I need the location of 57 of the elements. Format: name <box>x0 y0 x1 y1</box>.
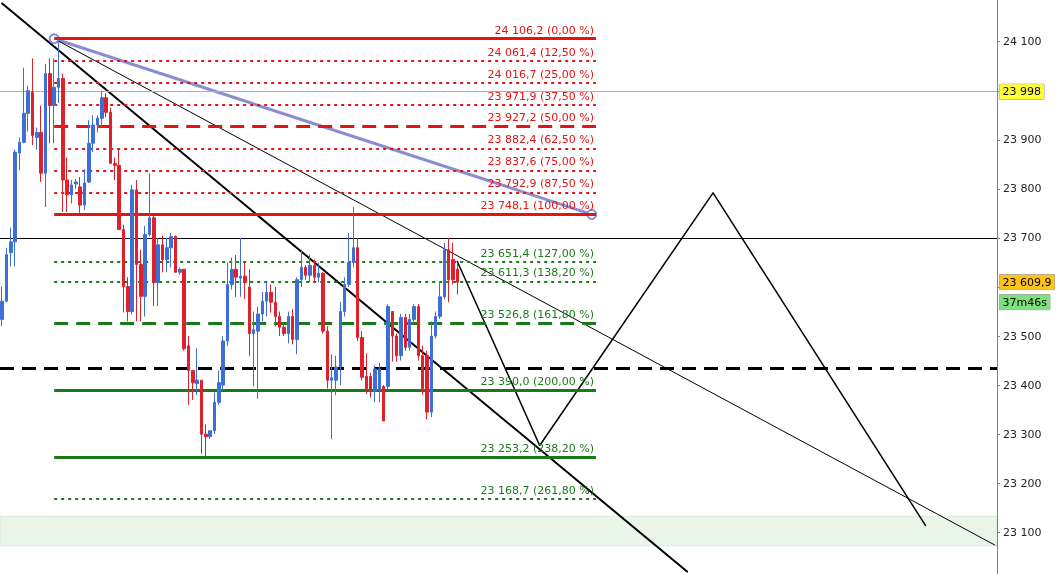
ref-line-label: 23 971,9 (37,50 %) <box>487 89 595 103</box>
y-tick-label: 23 200 <box>1003 476 1042 490</box>
candlestick <box>317 261 320 283</box>
candlestick <box>265 281 268 317</box>
candlestick <box>78 176 82 214</box>
candlestick <box>152 215 156 307</box>
y-tick-label: 23 400 <box>1003 378 1042 392</box>
candlestick <box>243 261 247 300</box>
candlestick <box>156 237 160 307</box>
ref-line-label: 24 016,7 (25,00 %) <box>487 67 595 81</box>
ref-line-label: 24 106,2 (0,00 %) <box>494 23 595 37</box>
candlestick <box>382 384 385 422</box>
ref-line-label: 23 792,9 (87,50 %) <box>487 177 595 191</box>
y-tick-label: 23 900 <box>1003 133 1042 147</box>
candlestick <box>248 268 251 357</box>
candlestick <box>195 347 199 396</box>
candlestick <box>165 237 169 273</box>
candlestick <box>100 90 104 129</box>
y-tick-label: 23 700 <box>1003 231 1042 245</box>
candlestick <box>31 57 34 146</box>
text: 23 609,9 <box>1002 275 1052 289</box>
text: 37m46s <box>1002 295 1048 309</box>
ref-line-label: 23 927,2 (50,00 %) <box>487 111 595 125</box>
y-tick-label: 23 500 <box>1003 329 1042 343</box>
y-tick-label: 23 300 <box>1003 427 1042 441</box>
candlestick <box>399 313 403 362</box>
candlestick <box>169 232 173 268</box>
candlestick <box>44 63 47 208</box>
candlestick <box>130 184 134 315</box>
ref-line-label: 23 998 <box>1002 85 1041 99</box>
candlestick <box>425 350 429 420</box>
candlestick <box>35 127 39 151</box>
candlestick <box>61 73 65 213</box>
candlestick <box>308 254 312 283</box>
candlestick <box>373 365 377 403</box>
ref-line-label: 23 837,6 (75,00 %) <box>487 155 595 169</box>
ref-line-label: 24 061,4 (12,50 %) <box>487 45 595 59</box>
candlestick <box>174 234 177 273</box>
y-tick-label: 23 800 <box>1003 182 1042 196</box>
candlestick <box>161 234 164 273</box>
y-tick-label: 23 100 <box>1003 525 1042 539</box>
ref-line-label: 23 748,1 (100,00 %) <box>480 199 595 213</box>
y-tick-label: 24 100 <box>1003 35 1042 49</box>
candlestick <box>404 313 407 352</box>
candlestick <box>48 57 52 144</box>
candlestick <box>291 308 294 345</box>
candlestick <box>239 237 242 298</box>
ref-line-label: 23 882,4 (62,50 %) <box>487 133 595 147</box>
candlestick <box>234 254 238 298</box>
candlestick <box>39 104 43 183</box>
candlestick <box>391 311 394 363</box>
candlestick <box>178 266 182 276</box>
candlestick <box>304 264 307 281</box>
ref-line-label: 23 651,4 (127,00 %) <box>480 246 595 260</box>
candlestick <box>386 303 390 391</box>
candlestick <box>313 259 316 283</box>
candlestick <box>287 311 290 344</box>
